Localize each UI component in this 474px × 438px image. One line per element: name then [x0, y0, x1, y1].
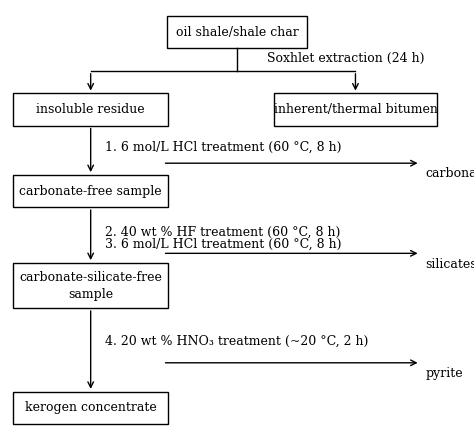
Bar	[13, 93, 168, 126]
Text: oil shale/shale char: oil shale/shale char	[176, 26, 298, 39]
Bar	[274, 93, 437, 126]
Text: inherent/thermal bitumen: inherent/thermal bitumen	[273, 103, 438, 116]
Bar	[167, 16, 307, 48]
Text: 4. 20 wt % HNO₃ treatment (~20 °C, 2 h): 4. 20 wt % HNO₃ treatment (~20 °C, 2 h)	[105, 335, 368, 348]
Text: 3. 6 mol/L HCl treatment (60 °C, 8 h): 3. 6 mol/L HCl treatment (60 °C, 8 h)	[105, 238, 341, 251]
Text: carbonates: carbonates	[425, 167, 474, 180]
Text: silicates: silicates	[425, 258, 474, 271]
Text: insoluble residue: insoluble residue	[36, 103, 145, 116]
Text: Soxhlet extraction (24 h): Soxhlet extraction (24 h)	[267, 52, 425, 64]
Bar	[13, 263, 168, 308]
Bar	[13, 392, 168, 424]
Text: carbonate-free sample: carbonate-free sample	[19, 184, 162, 198]
Text: kerogen concentrate: kerogen concentrate	[25, 401, 156, 414]
Text: pyrite: pyrite	[425, 367, 463, 380]
Text: 1. 6 mol/L HCl treatment (60 °C, 8 h): 1. 6 mol/L HCl treatment (60 °C, 8 h)	[105, 141, 341, 153]
Text: carbonate-silicate-free
sample: carbonate-silicate-free sample	[19, 271, 162, 300]
Text: 2. 40 wt % HF treatment (60 °C, 8 h): 2. 40 wt % HF treatment (60 °C, 8 h)	[105, 226, 340, 239]
Bar	[13, 175, 168, 207]
